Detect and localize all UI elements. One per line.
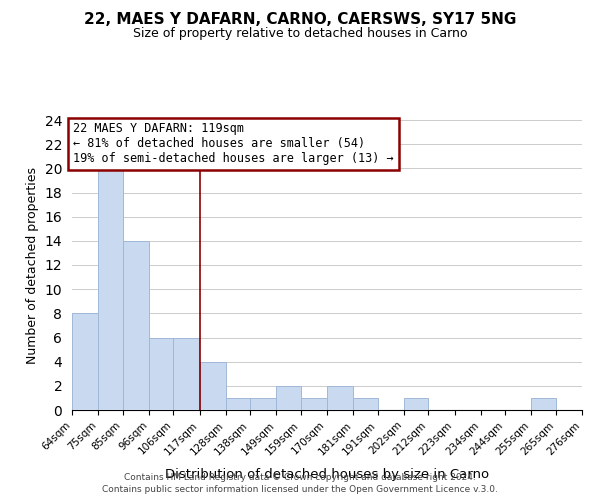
Bar: [532, 398, 556, 410]
Bar: [353, 398, 377, 410]
X-axis label: Distribution of detached houses by size in Carno: Distribution of detached houses by size …: [165, 468, 489, 480]
Bar: [301, 398, 327, 410]
Bar: [98, 168, 122, 410]
Bar: [149, 338, 173, 410]
Bar: [327, 386, 353, 410]
Bar: [122, 241, 149, 410]
Bar: [199, 362, 226, 410]
Bar: [404, 398, 428, 410]
Text: Size of property relative to detached houses in Carno: Size of property relative to detached ho…: [133, 28, 467, 40]
Text: Contains HM Land Registry data © Crown copyright and database right 2024.: Contains HM Land Registry data © Crown c…: [124, 472, 476, 482]
Bar: [277, 386, 301, 410]
Text: 22, MAES Y DAFARN, CARNO, CAERSWS, SY17 5NG: 22, MAES Y DAFARN, CARNO, CAERSWS, SY17 …: [84, 12, 516, 28]
Text: Contains public sector information licensed under the Open Government Licence v.: Contains public sector information licen…: [102, 485, 498, 494]
Bar: [250, 398, 277, 410]
Y-axis label: Number of detached properties: Number of detached properties: [26, 166, 39, 364]
Bar: [72, 314, 98, 410]
Bar: [226, 398, 250, 410]
Text: 22 MAES Y DAFARN: 119sqm
← 81% of detached houses are smaller (54)
19% of semi-d: 22 MAES Y DAFARN: 119sqm ← 81% of detach…: [73, 122, 394, 166]
Bar: [173, 338, 199, 410]
